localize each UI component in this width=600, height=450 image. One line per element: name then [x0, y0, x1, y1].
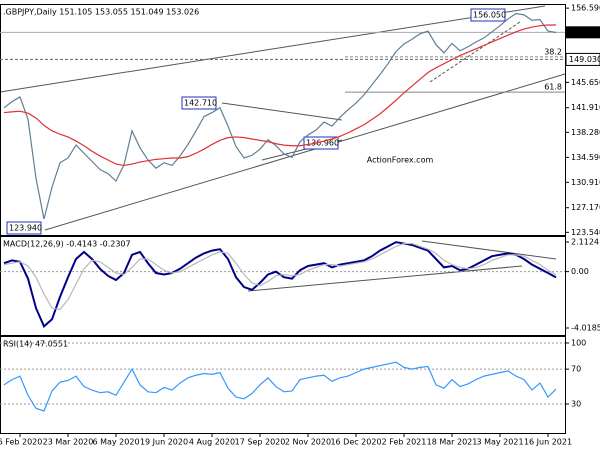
- x-tick-label: 19 Jun 2020: [140, 438, 188, 447]
- y-tick-label: 127.170: [571, 203, 600, 212]
- annotation-box: [470, 8, 506, 22]
- y-tick-label: 156.590: [571, 4, 600, 13]
- panel-title: MACD(12,26,9) -0.4143 -0.2307: [3, 240, 131, 249]
- annotation-box: [6, 221, 42, 235]
- watermark: ActionForex.com: [367, 156, 434, 165]
- panel-title: RSI(14) 47.0551: [3, 340, 68, 349]
- y-tick-label: 100: [571, 338, 586, 347]
- fib-label: 61.8: [544, 83, 562, 92]
- y-tick-label: 0.00: [571, 267, 589, 276]
- y-tick-label: 123.540: [571, 228, 600, 237]
- y-tick-label: 70: [571, 365, 581, 374]
- x-tick-label: 23 Mar 2020: [43, 438, 94, 447]
- annotation: 123.940: [9, 224, 42, 233]
- series-line: [3, 241, 557, 328]
- y-tick-label: 30: [571, 400, 581, 409]
- rsi-frame: [0, 336, 566, 434]
- x-tick-label: 17 Sep 2020: [235, 438, 286, 447]
- series-line: [3, 361, 557, 412]
- y-tick-label: 134.590: [571, 153, 600, 162]
- series-line: [3, 242, 557, 311]
- x-tick-label: 6 May 2020: [92, 438, 139, 447]
- fib-label: 38.2: [544, 47, 562, 56]
- current-price-label: 153.026: [569, 28, 600, 37]
- series-line: [3, 24, 556, 167]
- x-tick-label: 4 Aug 2020: [189, 438, 235, 447]
- current-price-box: [566, 26, 600, 39]
- price-frame: [0, 4, 566, 236]
- y-tick-label: 130.910: [571, 178, 600, 187]
- macd-trend-upper: [421, 240, 557, 260]
- x-tick-label: 16 Dec 2020: [330, 438, 381, 447]
- y-tick-label: 145.650: [571, 78, 600, 87]
- y-tick-label: 2.1124: [571, 237, 599, 246]
- y-tick-label: -4.0185: [571, 323, 600, 332]
- annotation-box: [181, 96, 217, 110]
- y-tick-label: 141.910: [571, 103, 600, 112]
- channel-lower: [44, 73, 566, 231]
- y-tick-label: 138.280: [571, 128, 600, 137]
- annotation: 142.710: [184, 99, 217, 108]
- panel-title: .GBPJPY,Daily 151.105 153.055 151.049 15…: [3, 8, 199, 17]
- x-tick-label: 2 Nov 2020: [285, 438, 331, 447]
- macd-trend-lower: [247, 265, 523, 292]
- x-tick-label: 6 Feb 2020: [0, 438, 42, 447]
- x-tick-label: 16 Jun 2021: [524, 438, 572, 447]
- annotation: 156.050: [473, 11, 506, 20]
- x-tick-label: 2 Feb 2021: [382, 438, 427, 447]
- channel-upper: [0, 5, 546, 93]
- series-line: [3, 12, 557, 220]
- x-tick-label: 3 May 2021: [476, 438, 523, 447]
- triangle-upper: [221, 102, 343, 121]
- level-label: 149.030: [569, 55, 600, 64]
- x-tick-label: 18 Mar 2021: [427, 438, 478, 447]
- level-box: [565, 52, 600, 66]
- macd-frame: [0, 236, 566, 336]
- annotation: 136.960: [306, 139, 339, 148]
